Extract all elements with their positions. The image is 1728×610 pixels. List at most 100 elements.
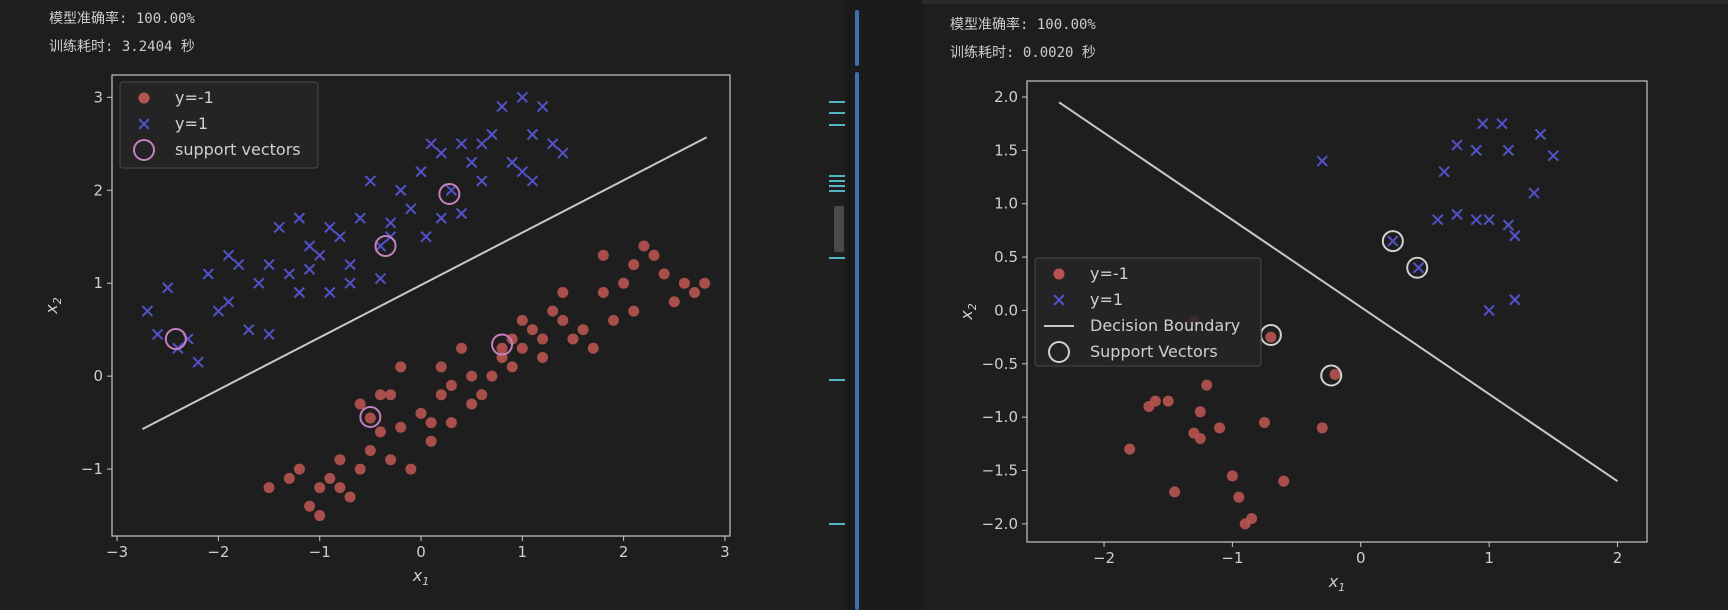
neg-point xyxy=(324,472,336,484)
pane-divider[interactable] xyxy=(849,0,851,610)
neg-point xyxy=(1278,475,1290,487)
y-tick-label: −1.0 xyxy=(982,408,1018,426)
neg-point xyxy=(557,314,569,326)
neg-point xyxy=(1258,416,1270,428)
pos-point xyxy=(1316,155,1328,167)
x-axis-label: x1 xyxy=(412,566,429,588)
neg-point xyxy=(618,277,630,289)
scroll-marker xyxy=(829,175,845,177)
pos-point xyxy=(465,156,478,169)
neg-point xyxy=(334,454,346,466)
pos-point xyxy=(405,203,417,215)
pos-point xyxy=(232,258,245,271)
support-vector xyxy=(374,235,397,258)
pos-point xyxy=(273,221,285,234)
legend-frame xyxy=(119,81,319,169)
pos-point xyxy=(384,217,397,229)
y-tick-label: 1 xyxy=(93,274,103,292)
legend-marker-sv xyxy=(1048,341,1070,363)
neg-point xyxy=(415,407,427,419)
neg-point xyxy=(506,333,518,345)
neg-point xyxy=(293,463,305,475)
y-tick-label: 0.5 xyxy=(994,248,1018,266)
neg-point xyxy=(537,333,549,345)
neg-point xyxy=(395,361,407,373)
pos-point xyxy=(344,258,356,271)
pos-point xyxy=(364,175,377,187)
cell-indicator-bar[interactable] xyxy=(855,72,859,610)
pos-point xyxy=(476,138,488,150)
x-tick-label: 2 xyxy=(619,543,629,561)
y-tick-label: 3 xyxy=(93,88,103,106)
pos-point xyxy=(1451,139,1463,151)
x-axis-label: x1 xyxy=(1328,572,1345,594)
neg-point xyxy=(597,249,609,261)
neg-point xyxy=(456,342,468,354)
neg-point xyxy=(445,417,457,429)
pos-point xyxy=(334,231,346,243)
neg-point xyxy=(385,389,397,401)
y-tick-label: −1 xyxy=(81,460,103,478)
neg-point xyxy=(425,417,437,429)
neg-point xyxy=(547,305,559,317)
x-tick-label: −1 xyxy=(1221,549,1243,567)
scroll-marker xyxy=(829,112,845,114)
neg-point xyxy=(678,277,690,289)
x-tick-label: 0 xyxy=(1356,549,1366,567)
x-tick-label: −2 xyxy=(207,543,229,561)
legend-marker-neg xyxy=(138,92,150,104)
neg-point xyxy=(689,286,701,298)
pos-point xyxy=(303,263,316,275)
neg-point xyxy=(314,510,326,522)
pos-point xyxy=(202,268,214,280)
neg-point xyxy=(304,500,316,512)
scatter-chart-1: −3 −2 −1 0 1 2 3 −1 0 1 2 3 x1 x2 y=-1 y=1 support vecto… xyxy=(42,74,731,588)
scroll-marker xyxy=(829,180,845,182)
neg-point xyxy=(607,314,619,326)
neg-point xyxy=(1194,406,1206,418)
neg-point xyxy=(516,314,528,326)
x-tick-label: 2 xyxy=(1613,549,1623,567)
neg-point xyxy=(506,361,518,373)
pos-point xyxy=(1534,128,1547,141)
neg-point xyxy=(648,249,660,261)
neg-point xyxy=(1316,422,1328,434)
neg-point xyxy=(567,333,579,345)
neg-point xyxy=(435,389,447,401)
pos-point xyxy=(1509,230,1521,242)
scroll-marker xyxy=(829,379,845,381)
pos-point xyxy=(1483,304,1495,317)
legend-frame xyxy=(1034,257,1262,367)
pos-point xyxy=(243,323,255,336)
pos-point xyxy=(526,128,539,141)
left-time-text: 训练耗时: 3.2404 秒 xyxy=(49,39,195,55)
neg-point xyxy=(537,352,549,364)
pos-point xyxy=(324,221,336,234)
pos-point xyxy=(1502,144,1515,157)
y-tick-label: 1.5 xyxy=(994,141,1018,159)
pos-point xyxy=(303,240,316,252)
pos-point xyxy=(374,272,387,285)
pos-point xyxy=(1470,214,1482,226)
support-vector xyxy=(164,327,187,350)
support-vector xyxy=(1320,364,1343,387)
y-tick-label: 2.0 xyxy=(994,88,1018,106)
pos-point xyxy=(1509,294,1521,306)
neg-point xyxy=(374,389,386,401)
neg-point xyxy=(526,324,538,336)
x-tick-label: −3 xyxy=(106,543,128,561)
scatter-chart-2: −2 −1 0 1 2 −2.0 −1.5 −1.0 −0.5 0.0 0.5 1.0 1.5 2.0 x1… xyxy=(957,80,1648,594)
scrollbar-thumb[interactable] xyxy=(834,206,844,252)
legend-marker-pos xyxy=(1053,294,1065,306)
neg-point xyxy=(445,379,457,391)
neg-point xyxy=(1265,331,1277,343)
y-tick-label: 0 xyxy=(93,367,103,385)
pos-point xyxy=(486,128,498,141)
pos-point xyxy=(526,175,539,187)
x-tick-label: 1 xyxy=(518,543,528,561)
cell-indicator-bar[interactable] xyxy=(855,10,859,66)
neg-point xyxy=(1214,422,1226,434)
neg-point xyxy=(1246,513,1258,525)
pos-point xyxy=(192,356,204,368)
pos-point xyxy=(253,277,265,289)
